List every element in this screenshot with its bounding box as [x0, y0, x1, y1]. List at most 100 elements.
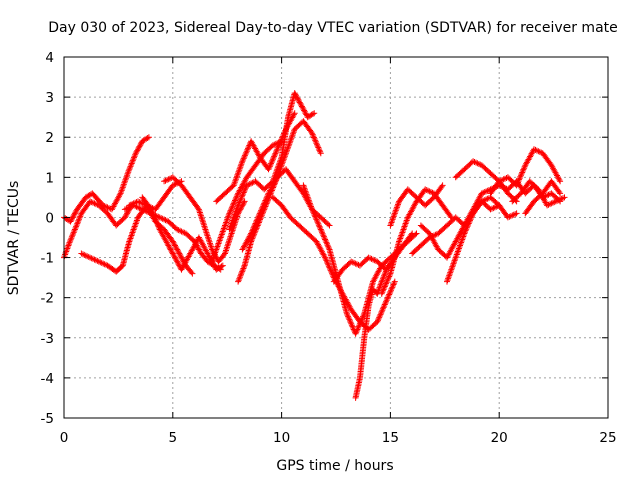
data-point — [202, 226, 215, 251]
data-point — [313, 238, 328, 260]
data-point — [65, 227, 78, 249]
data-point — [378, 255, 393, 269]
data-point — [531, 191, 545, 205]
data-series — [522, 178, 564, 217]
data-point — [409, 243, 423, 257]
data-point — [317, 150, 324, 157]
data-point — [444, 256, 459, 285]
data-point — [148, 206, 163, 231]
data-point — [522, 147, 537, 169]
data-point — [548, 178, 563, 195]
data-point — [195, 206, 208, 231]
data-series — [300, 182, 420, 337]
data-point — [226, 191, 241, 217]
data-point — [165, 218, 179, 232]
data-point — [78, 250, 92, 260]
data-point — [509, 191, 523, 205]
y-tick-label: -3 — [41, 331, 54, 347]
data-point — [165, 242, 178, 260]
data-point — [182, 230, 197, 244]
chart-title: Day 030 of 2023, Sidereal Day-to-day VTE… — [48, 20, 618, 36]
y-tick-label: 3 — [45, 90, 54, 106]
x-axis-label: GPS time / hours — [276, 458, 393, 474]
data-point — [145, 134, 152, 141]
data-point — [235, 183, 250, 209]
data-series — [78, 178, 185, 275]
data-point — [387, 240, 402, 277]
data-point — [187, 194, 201, 212]
data-point — [195, 234, 210, 256]
data-point — [326, 222, 333, 229]
data-point — [470, 158, 484, 168]
y-tick-label: -2 — [41, 291, 54, 307]
data-point — [309, 130, 324, 155]
data-point — [156, 214, 170, 224]
data-point — [215, 251, 227, 265]
data-point — [243, 163, 258, 181]
data-point — [487, 194, 501, 208]
data-point — [304, 230, 319, 244]
data-point — [230, 159, 245, 189]
data-point — [239, 231, 254, 253]
data-point — [248, 138, 262, 159]
y-tick-label: 4 — [45, 50, 54, 66]
data-point — [311, 110, 318, 117]
data-point — [74, 195, 88, 213]
data-point — [219, 262, 226, 269]
x-tick-label: 5 — [169, 430, 178, 446]
data-series — [61, 198, 135, 261]
data-point — [557, 178, 564, 185]
data-point — [478, 187, 492, 197]
data-point — [132, 139, 145, 157]
data-point — [370, 264, 384, 285]
data-series — [444, 194, 520, 285]
data-point — [108, 191, 123, 213]
data-point — [261, 143, 275, 157]
data-point — [426, 230, 441, 252]
x-tick-label: 15 — [382, 430, 399, 446]
data-point — [174, 226, 188, 236]
data-series — [487, 146, 564, 197]
data-point — [422, 186, 436, 196]
plot-frame — [63, 56, 609, 419]
data-point — [504, 211, 519, 221]
data-point — [461, 211, 476, 237]
data-point — [439, 182, 446, 189]
data-point — [100, 202, 114, 212]
data-point — [531, 146, 545, 156]
data-point — [89, 190, 106, 208]
data-point — [248, 223, 261, 245]
data-point — [78, 199, 93, 217]
data-point — [317, 226, 332, 252]
data-point — [444, 240, 458, 261]
data-point — [198, 250, 210, 264]
data-point — [470, 199, 484, 217]
data-point — [213, 191, 227, 205]
data-point — [269, 194, 284, 208]
data-point — [317, 214, 332, 228]
data-point — [452, 232, 467, 261]
data-point — [71, 211, 84, 233]
data-point — [261, 179, 275, 193]
data-point — [526, 178, 541, 192]
data-point — [361, 304, 372, 341]
data-point — [217, 211, 232, 241]
data-point — [422, 195, 436, 209]
data-point — [378, 264, 391, 285]
data-point — [87, 198, 101, 208]
data-point — [187, 236, 202, 257]
data-point — [209, 236, 224, 265]
data-point — [409, 230, 416, 237]
data-point — [417, 235, 432, 249]
data-point — [161, 226, 175, 244]
x-tick-label: 10 — [273, 430, 290, 446]
data-point — [513, 210, 520, 217]
grid-lines — [64, 57, 608, 418]
data-point — [298, 102, 310, 119]
data-point — [189, 270, 196, 277]
data-point — [404, 199, 419, 221]
data-point — [417, 222, 432, 236]
data-point — [265, 175, 280, 197]
data-point — [552, 195, 566, 205]
